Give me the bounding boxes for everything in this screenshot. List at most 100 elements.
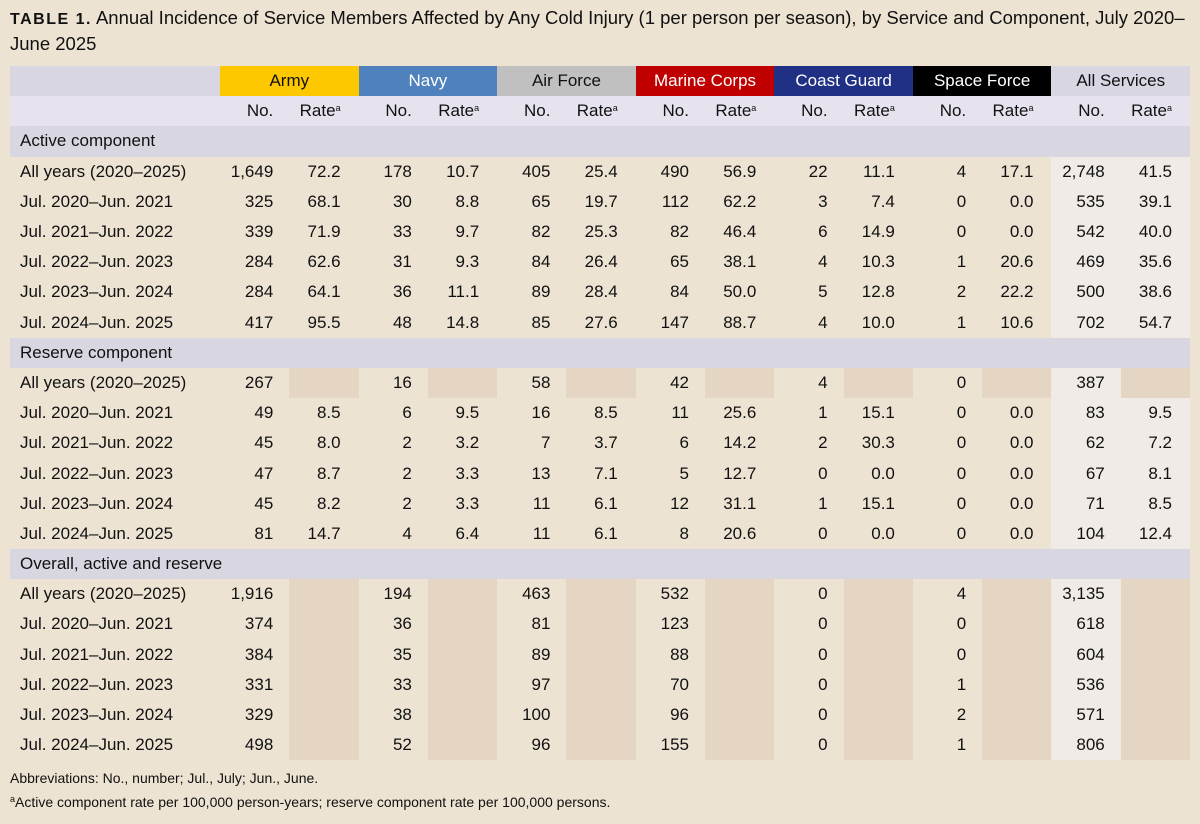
title-text: Annual Incidence of Service Members Affe… [10, 7, 1185, 54]
count-cell: 0 [956, 463, 967, 483]
count-cell: 0 [956, 614, 967, 634]
rate-cell: 15.1 [861, 403, 895, 423]
data-row: Jul. 2021–Jun. 2022 339 71.9 33 9.7 82 25.3 82 4… [10, 216, 1191, 248]
empty-cell [705, 367, 775, 399]
rate-cell: 88.7 [723, 312, 757, 332]
count-cell: 535 [1051, 186, 1121, 217]
count-cell: 82 [531, 222, 551, 242]
count-cell: 70 [670, 674, 689, 694]
rate-mark: a [474, 103, 480, 114]
count-cell: 532 [660, 584, 689, 604]
count-cell: 0 [818, 584, 828, 604]
rate-cell: 38.1 [723, 252, 757, 272]
count-cell: 112 [661, 191, 689, 211]
count-cell: 1 [818, 403, 828, 423]
rate-cell: 0.0 [1009, 433, 1034, 453]
rate-cell: 19.7 [584, 191, 618, 211]
rate-cell: 62.6 [307, 252, 341, 272]
table-title: TABLE 1. Annual Incidence of Service Memb… [10, 6, 1195, 56]
no-header: No. [497, 96, 567, 127]
count-cell: 267 [244, 372, 274, 392]
empty-cell [1120, 579, 1191, 610]
empty-cell [705, 579, 775, 610]
empty-cell [1120, 669, 1191, 700]
empty-cell [843, 579, 913, 610]
data-row: Jul. 2022–Jun. 2023 284 62.6 31 9.3 84 26.4 65 3… [10, 247, 1191, 278]
abbreviations-note: Abbreviations: No., number; Jul., July; … [10, 770, 319, 786]
empty-cell [705, 669, 775, 700]
count-cell: 89 [531, 282, 551, 302]
rate-note-line: aActive component rate per 100,000 perso… [10, 789, 610, 813]
count-cell: 0 [818, 614, 828, 634]
rate-cell: 6.1 [594, 493, 618, 513]
count-cell: 147 [660, 312, 689, 332]
empty-cell [1120, 367, 1191, 399]
rate-header: Ratea [705, 96, 775, 127]
rate-cell: 8.5 [1120, 488, 1191, 519]
count-cell: 155 [660, 735, 689, 755]
count-cell: 384 [244, 644, 274, 664]
rate-cell: 8.0 [316, 433, 341, 453]
empty-cell [705, 639, 775, 670]
count-cell: 4 [818, 252, 828, 272]
rate-cell: 9.7 [455, 222, 480, 242]
data-row: Jul. 2024–Jun. 2025 498 52 96 155 0 1 806 [10, 730, 1191, 761]
count-cell: 36 [392, 282, 412, 302]
rate-cell: 12.4 [1120, 518, 1191, 549]
rate-cell: 11.1 [447, 282, 480, 302]
section-row: Overall, active and reserve [10, 549, 1191, 580]
count-cell: 100 [522, 705, 551, 725]
empty-cell [982, 669, 1052, 700]
rate-cell: 3.2 [455, 433, 480, 453]
empty-cell [843, 609, 913, 640]
empty-cell [982, 579, 1052, 610]
count-cell: 65 [531, 191, 551, 211]
section-row: Reserve component [10, 337, 1191, 368]
count-cell: 0 [956, 372, 967, 392]
count-cell: 284 [244, 252, 274, 272]
empty-cell [289, 367, 359, 399]
rate-cell: 6.1 [594, 523, 618, 543]
empty-cell [982, 639, 1052, 670]
rate-cell: 0.0 [1009, 493, 1034, 513]
row-label: Jul. 2022–Jun. 2023 [20, 674, 174, 694]
rate-header-text: Rate [853, 101, 890, 121]
count-cell: 2,748 [1051, 156, 1121, 187]
count-cell: 4 [956, 584, 967, 604]
rate-cell: 12.7 [723, 463, 757, 483]
rate-cell: 0.0 [1009, 463, 1034, 483]
count-cell: 331 [244, 674, 274, 694]
empty-cell [982, 699, 1052, 731]
count-cell: 374 [244, 614, 274, 634]
count-cell: 0 [956, 191, 967, 211]
count-cell: 0 [818, 523, 828, 543]
row-label: Jul. 2021–Jun. 2022 [20, 644, 174, 664]
empty-cell [1120, 609, 1191, 640]
no-header: No. [358, 96, 428, 127]
count-cell: 604 [1051, 639, 1121, 670]
table-label: TABLE 1. [10, 11, 92, 28]
rate-cell: 71.9 [307, 222, 341, 242]
rate-cell: 27.6 [584, 312, 618, 332]
row-label: Jul. 2023–Jun. 2024 [20, 282, 174, 302]
row-label: Jul. 2022–Jun. 2023 [20, 463, 174, 483]
rate-cell: 46.4 [723, 222, 757, 242]
count-cell: 0 [956, 222, 967, 242]
count-cell: 82 [670, 222, 689, 242]
count-cell: 7 [540, 433, 551, 453]
count-cell: 498 [244, 735, 274, 755]
count-cell: 469 [1051, 247, 1121, 278]
rate-note: Active component rate per 100,000 person… [15, 794, 611, 810]
count-cell: 1 [956, 252, 967, 272]
empty-cell [705, 699, 775, 731]
empty-cell [843, 730, 913, 761]
rate-cell: 3.3 [455, 463, 480, 483]
count-cell: 81 [254, 523, 274, 543]
count-cell: 11 [532, 523, 551, 543]
rate-cell: 40.0 [1120, 216, 1191, 248]
empty-cell [566, 609, 636, 640]
empty-cell [1120, 730, 1191, 761]
count-cell: 35 [392, 644, 412, 664]
rate-cell: 14.2 [723, 433, 757, 453]
rate-cell: 10.6 [1000, 312, 1034, 332]
